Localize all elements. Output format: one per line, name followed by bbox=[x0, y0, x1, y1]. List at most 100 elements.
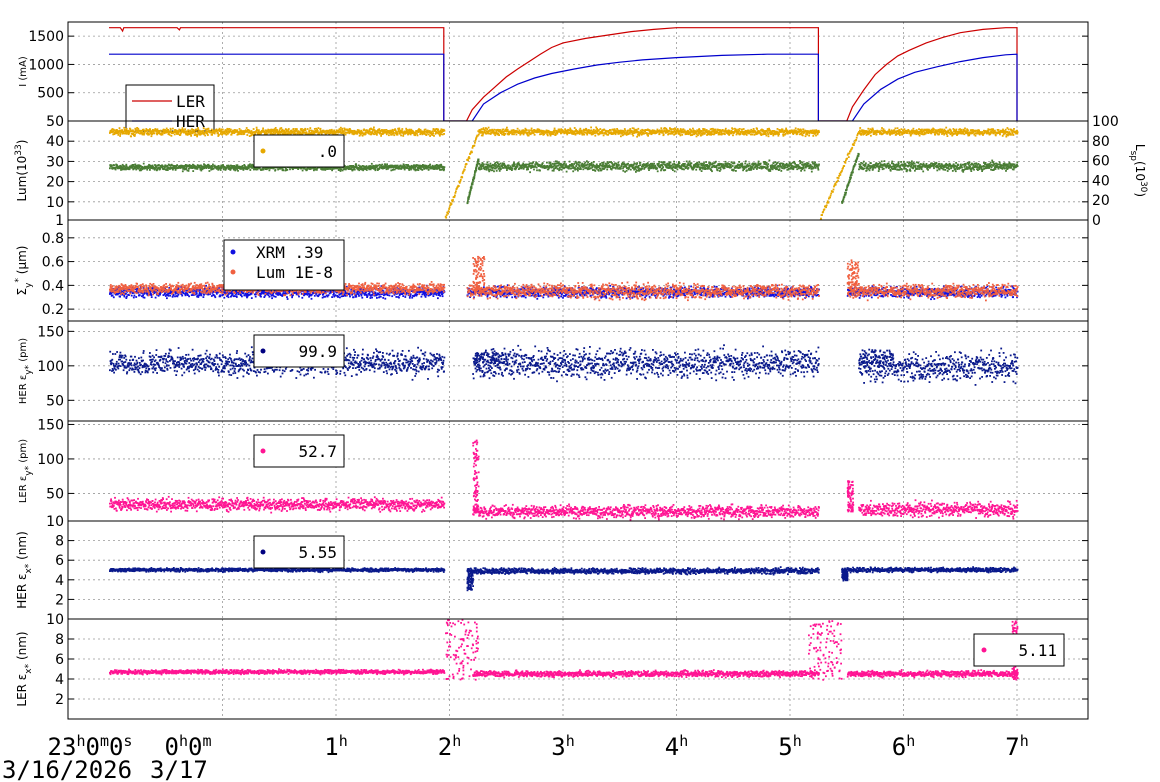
data-point bbox=[373, 126, 375, 129]
data-point bbox=[627, 162, 629, 165]
data-point bbox=[643, 168, 646, 170]
data-point bbox=[187, 168, 190, 170]
data-point bbox=[252, 166, 255, 168]
data-point bbox=[186, 130, 189, 133]
data-point bbox=[620, 167, 622, 170]
data-point bbox=[255, 126, 258, 129]
data-point bbox=[818, 131, 820, 133]
data-point bbox=[147, 166, 150, 168]
data-point bbox=[543, 133, 546, 136]
data-point bbox=[454, 194, 456, 197]
data-point bbox=[495, 169, 498, 172]
data-point bbox=[268, 169, 271, 172]
data-point bbox=[660, 127, 663, 130]
data-point bbox=[988, 131, 990, 134]
data-point bbox=[705, 129, 708, 131]
data-point bbox=[698, 161, 701, 164]
data-point bbox=[202, 129, 205, 132]
data-point bbox=[399, 167, 402, 170]
data-point bbox=[237, 169, 239, 172]
data-point bbox=[326, 130, 329, 132]
data-point bbox=[900, 128, 903, 131]
data-point bbox=[913, 131, 916, 134]
data-point bbox=[408, 128, 411, 131]
data-point bbox=[445, 216, 448, 219]
panel-frame bbox=[67, 21, 1089, 122]
data-point bbox=[911, 131, 914, 134]
data-point bbox=[227, 165, 230, 168]
data-point bbox=[636, 130, 639, 133]
data-point bbox=[639, 164, 641, 166]
data-point bbox=[381, 129, 384, 132]
data-point bbox=[396, 164, 399, 167]
data-point bbox=[287, 128, 290, 130]
data-point bbox=[522, 162, 525, 165]
data-point bbox=[655, 132, 658, 134]
data-point bbox=[271, 130, 274, 133]
data-point bbox=[133, 131, 136, 133]
data-point bbox=[576, 132, 579, 135]
data-point bbox=[868, 129, 871, 132]
data-point bbox=[492, 166, 495, 169]
data-point bbox=[353, 129, 356, 132]
data-point bbox=[422, 130, 425, 133]
data-point bbox=[369, 165, 371, 167]
data-point bbox=[458, 180, 461, 183]
data-point bbox=[232, 165, 234, 168]
data-point bbox=[974, 134, 977, 137]
data-point bbox=[155, 132, 158, 135]
data-point bbox=[1014, 130, 1017, 133]
data-point bbox=[712, 131, 715, 133]
data-point bbox=[179, 133, 182, 136]
data-point bbox=[497, 162, 499, 165]
data-point bbox=[310, 131, 313, 134]
data-point bbox=[327, 130, 330, 133]
data-point bbox=[440, 133, 442, 136]
data-point bbox=[350, 129, 352, 132]
data-point bbox=[378, 129, 380, 132]
data-point bbox=[450, 203, 453, 205]
data-point bbox=[389, 130, 392, 132]
data-point bbox=[704, 167, 707, 169]
data-point bbox=[506, 126, 508, 129]
data-point bbox=[983, 132, 985, 134]
data-point bbox=[545, 129, 548, 132]
data-point bbox=[331, 169, 333, 172]
data-point bbox=[718, 164, 721, 167]
data-point bbox=[666, 129, 669, 132]
data-point bbox=[866, 133, 869, 135]
data-point bbox=[360, 129, 362, 132]
data-point bbox=[333, 130, 336, 133]
data-point bbox=[568, 165, 571, 168]
data-point bbox=[397, 127, 399, 130]
data-point bbox=[204, 134, 207, 137]
data-point bbox=[247, 167, 250, 170]
data-point bbox=[370, 162, 373, 165]
data-point bbox=[945, 133, 948, 136]
data-point bbox=[673, 163, 676, 165]
data-point bbox=[363, 128, 365, 131]
data-point bbox=[777, 134, 780, 137]
data-point bbox=[590, 133, 593, 136]
data-point bbox=[280, 127, 283, 129]
data-point bbox=[728, 134, 730, 136]
data-point bbox=[119, 135, 121, 137]
data-point bbox=[728, 129, 731, 132]
data-point bbox=[181, 127, 184, 129]
data-point bbox=[918, 134, 921, 137]
data-point bbox=[677, 165, 680, 168]
data-point bbox=[215, 166, 217, 168]
data-point bbox=[513, 133, 515, 136]
data-point bbox=[442, 168, 445, 171]
data-point bbox=[617, 167, 619, 170]
data-point bbox=[391, 169, 394, 171]
data-point bbox=[693, 165, 696, 168]
data-point bbox=[554, 133, 557, 136]
data-point bbox=[138, 169, 141, 172]
data-point bbox=[324, 130, 326, 133]
data-point bbox=[488, 164, 491, 167]
data-point bbox=[500, 132, 503, 134]
data-point bbox=[745, 134, 748, 136]
data-point bbox=[250, 130, 253, 132]
data-point bbox=[962, 132, 965, 134]
